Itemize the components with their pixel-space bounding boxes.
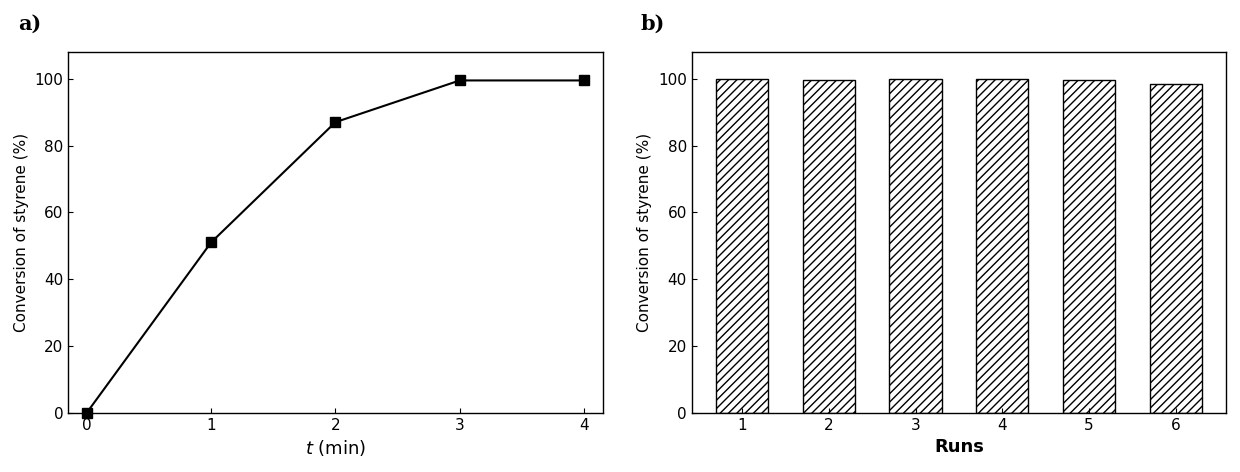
Bar bbox=[889, 79, 941, 413]
Bar bbox=[715, 79, 768, 413]
Text: b): b) bbox=[641, 14, 665, 34]
Bar bbox=[1149, 84, 1202, 413]
Bar bbox=[802, 80, 854, 413]
Text: a): a) bbox=[19, 14, 41, 34]
X-axis label: $\mathbf{\it{t}}$ (min): $\mathbf{\it{t}}$ (min) bbox=[305, 438, 366, 458]
Y-axis label: Conversion of styrene (%): Conversion of styrene (%) bbox=[14, 133, 29, 332]
Bar bbox=[976, 79, 1028, 413]
Bar bbox=[1063, 80, 1115, 413]
X-axis label: Runs: Runs bbox=[934, 438, 983, 456]
Y-axis label: Conversion of styrene (%): Conversion of styrene (%) bbox=[637, 133, 652, 332]
